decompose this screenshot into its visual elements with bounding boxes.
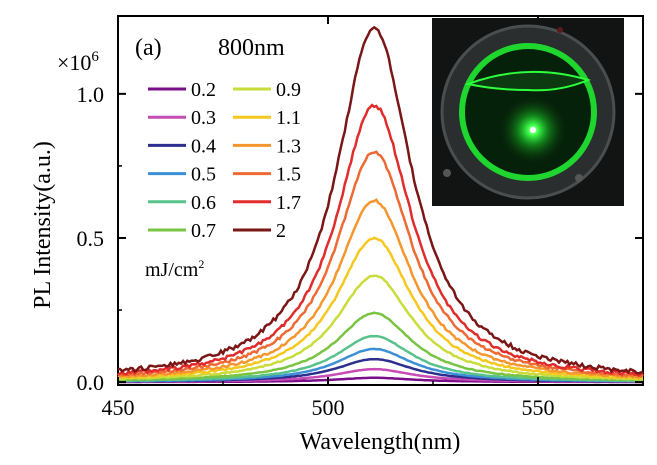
inset-screw-icon <box>443 169 451 177</box>
legend-label-0.5: 0.5 <box>191 164 216 186</box>
excitation-wavelength-label: 800nm <box>218 35 285 61</box>
series-line-2 <box>117 25 644 375</box>
inset-screw-icon <box>557 27 563 33</box>
series-line-0.6 <box>117 334 644 383</box>
legend-label-1.5: 1.5 <box>276 164 301 186</box>
series-line-1.3 <box>118 198 644 380</box>
inset-screw-icon <box>575 174 583 182</box>
y-axis-title: PL Intensity(a.u.) <box>30 141 56 309</box>
series-line-0.9 <box>117 274 644 381</box>
series-line-1.1 <box>117 236 643 380</box>
plot-frame <box>117 15 644 386</box>
y-tick-label: 1.0 <box>77 82 105 107</box>
x-tick-label: 450 <box>102 395 135 420</box>
inset-laser-dot <box>530 127 536 133</box>
series-line-1.5 <box>117 150 644 379</box>
x-axis-title: Wavelength(nm) <box>300 429 461 455</box>
inset-meniscus <box>464 70 591 92</box>
legend-label-0.6: 0.6 <box>191 192 216 214</box>
x-tick-label: 500 <box>312 395 345 420</box>
y-tick-label: 0.0 <box>77 370 105 395</box>
legend-label-0.4: 0.4 <box>191 135 216 157</box>
legend-label-1.3: 1.3 <box>276 135 301 157</box>
legend-label-1.7: 1.7 <box>276 192 301 214</box>
legend-label-0.7: 0.7 <box>191 220 216 242</box>
series-line-0.7 <box>118 311 644 382</box>
y-multiplier-label: ×106 <box>57 49 99 75</box>
legend: 0.2 0.3 0.4 0.5 0.6 0.7 0.9 1.1 1.3 1.5 1.7 2 <box>148 79 301 242</box>
series-line-1.7 <box>117 103 644 378</box>
spectra-curves <box>117 25 644 384</box>
inset-photo <box>432 18 624 206</box>
legend-label-2: 2 <box>276 220 286 242</box>
legend-unit-label: mJ/cm2 <box>145 257 204 281</box>
legend-label-0.2: 0.2 <box>191 79 216 101</box>
x-tick-label: 550 <box>522 395 555 420</box>
panel-label: (a) <box>135 35 162 61</box>
legend-label-0.3: 0.3 <box>191 107 216 129</box>
axis-ticks: 450 500 550 0.0 0.5 1.0 <box>77 16 643 420</box>
legend-label-0.9: 0.9 <box>276 79 301 101</box>
y-tick-label: 0.5 <box>77 226 105 251</box>
legend-label-1.1: 1.1 <box>276 107 301 129</box>
